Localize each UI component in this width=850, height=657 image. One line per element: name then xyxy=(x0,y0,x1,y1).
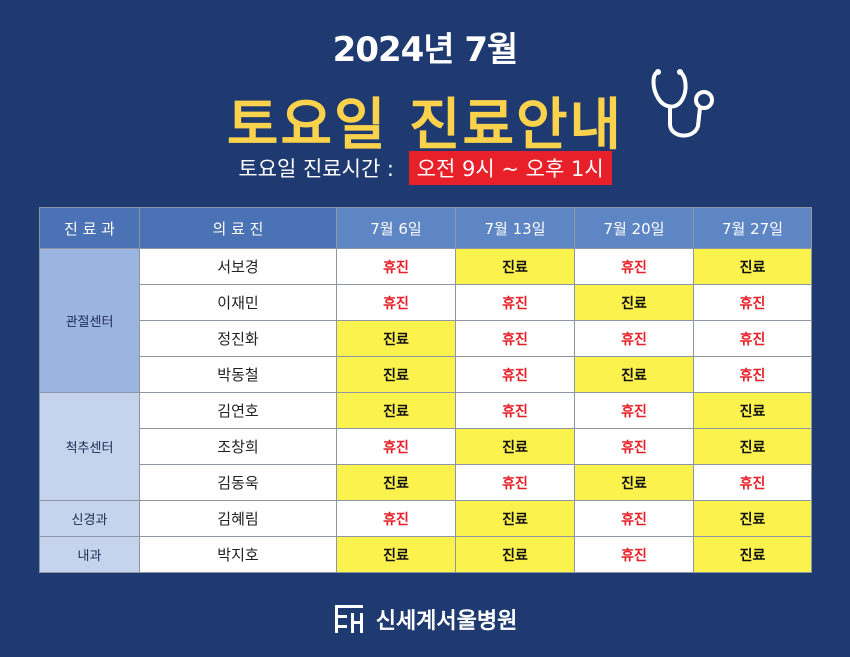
schedule-status-cell: 진료 xyxy=(455,428,575,465)
column-header-doctor: 의 료 진 xyxy=(139,207,337,249)
column-header-date: 7월 13일 xyxy=(455,207,575,249)
page-title: 토요일 진료안내 xyxy=(226,93,624,158)
schedule-status-cell: 진료 xyxy=(574,356,694,393)
schedule-status-cell: 휴진 xyxy=(455,284,575,321)
schedule-status-cell: 휴진 xyxy=(455,392,575,429)
table-row: 박동철 진료 휴진 진료 휴진 xyxy=(40,356,812,393)
schedule-status-cell: 휴진 xyxy=(455,356,575,393)
doctor-name-cell: 김혜림 xyxy=(139,500,337,537)
schedule-status-cell: 진료 xyxy=(574,284,694,321)
doctor-name-cell: 정진화 xyxy=(139,320,337,357)
table-row: 신경과 김혜림 휴진 진료 휴진 진료 xyxy=(39,500,812,537)
column-header-date: 7월 27일 xyxy=(693,207,812,249)
schedule-status-cell: 진료 xyxy=(693,248,812,285)
doctor-name-cell: 김연호 xyxy=(139,392,337,429)
doctor-name-cell: 조창희 xyxy=(139,428,337,465)
schedule-status-cell: 휴진 xyxy=(693,464,812,501)
table-row: 김동욱 진료 휴진 진료 휴진 xyxy=(40,464,812,501)
table-row: 내과 박지호 진료 진료 휴진 진료 xyxy=(39,536,812,573)
department-cell: 관절센터 xyxy=(39,248,140,393)
schedule-status-cell: 휴진 xyxy=(693,356,812,393)
hours-value: 오전 9시 ~ 오후 1시 xyxy=(408,151,612,185)
schedule-status-cell: 진료 xyxy=(336,464,456,501)
footer: 신세계서울병원 xyxy=(0,603,850,635)
schedule-status-cell: 휴진 xyxy=(574,248,694,285)
doctor-name-cell: 김동욱 xyxy=(139,464,337,501)
schedule-status-cell: 진료 xyxy=(455,248,575,285)
stethoscope-icon xyxy=(651,69,714,138)
doctor-name-cell: 박지호 xyxy=(139,536,337,573)
schedule-status-cell: 휴진 xyxy=(693,320,812,357)
schedule-status-cell: 진료 xyxy=(336,320,456,357)
schedule-status-cell: 진료 xyxy=(574,464,694,501)
schedule-table: 진 료 과 의 료 진 7월 6일 7월 13일 7월 20일 7월 27일 관… xyxy=(39,207,812,573)
schedule-status-cell: 휴진 xyxy=(336,500,456,537)
hospital-logo-icon xyxy=(334,605,363,633)
schedule-status-cell: 휴진 xyxy=(574,536,694,573)
hospital-name: 신세계서울병원 xyxy=(375,609,518,634)
schedule-status-cell: 진료 xyxy=(336,392,456,429)
schedule-status-cell: 진료 xyxy=(693,500,812,537)
schedule-status-cell: 휴진 xyxy=(455,464,575,501)
schedule-status-cell: 진료 xyxy=(693,536,812,573)
table-row: 조창희 휴진 진료 휴진 진료 xyxy=(40,428,812,465)
schedule-status-cell: 진료 xyxy=(336,536,456,573)
schedule-status-cell: 진료 xyxy=(336,356,456,393)
table-row: 관절센터 서보경 휴진 진료 휴진 진료 xyxy=(39,248,812,393)
hours-row: 토요일 진료시간 : 오전 9시 ~ 오후 1시 xyxy=(0,151,850,185)
schedule-status-cell: 휴진 xyxy=(574,428,694,465)
table-row: 척추센터 김연호 진료 휴진 휴진 진료 xyxy=(39,392,812,501)
schedule-status-cell: 휴진 xyxy=(336,248,456,285)
department-cell: 내과 xyxy=(39,536,140,573)
schedule-status-cell: 진료 xyxy=(693,428,812,465)
schedule-status-cell: 휴진 xyxy=(574,500,694,537)
schedule-status-cell: 휴진 xyxy=(336,284,456,321)
header-year-month: 2024년 7월 xyxy=(332,30,519,70)
column-header-date: 7월 6일 xyxy=(336,207,456,249)
department-cell: 신경과 xyxy=(39,500,140,537)
schedule-status-cell: 진료 xyxy=(693,392,812,429)
schedule-status-cell: 휴진 xyxy=(574,392,694,429)
schedule-status-cell: 휴진 xyxy=(336,428,456,465)
table-header-row: 진 료 과 의 료 진 7월 6일 7월 13일 7월 20일 7월 27일 xyxy=(39,207,812,249)
table-row: 정진화 진료 휴진 휴진 휴진 xyxy=(40,320,812,357)
column-header-date: 7월 20일 xyxy=(574,207,694,249)
doctor-name-cell: 이재민 xyxy=(139,284,337,321)
department-cell: 척추센터 xyxy=(39,392,140,501)
column-header-department: 진 료 과 xyxy=(39,207,140,249)
doctor-name-cell: 서보경 xyxy=(139,248,337,285)
schedule-status-cell: 휴진 xyxy=(455,320,575,357)
doctor-name-cell: 박동철 xyxy=(139,356,337,393)
schedule-status-cell: 휴진 xyxy=(574,320,694,357)
table-row: 이재민 휴진 휴진 진료 휴진 xyxy=(40,284,812,321)
schedule-status-cell: 진료 xyxy=(455,500,575,537)
hours-label: 토요일 진료시간 : xyxy=(238,157,395,181)
schedule-status-cell: 휴진 xyxy=(693,284,812,321)
schedule-status-cell: 진료 xyxy=(455,536,575,573)
